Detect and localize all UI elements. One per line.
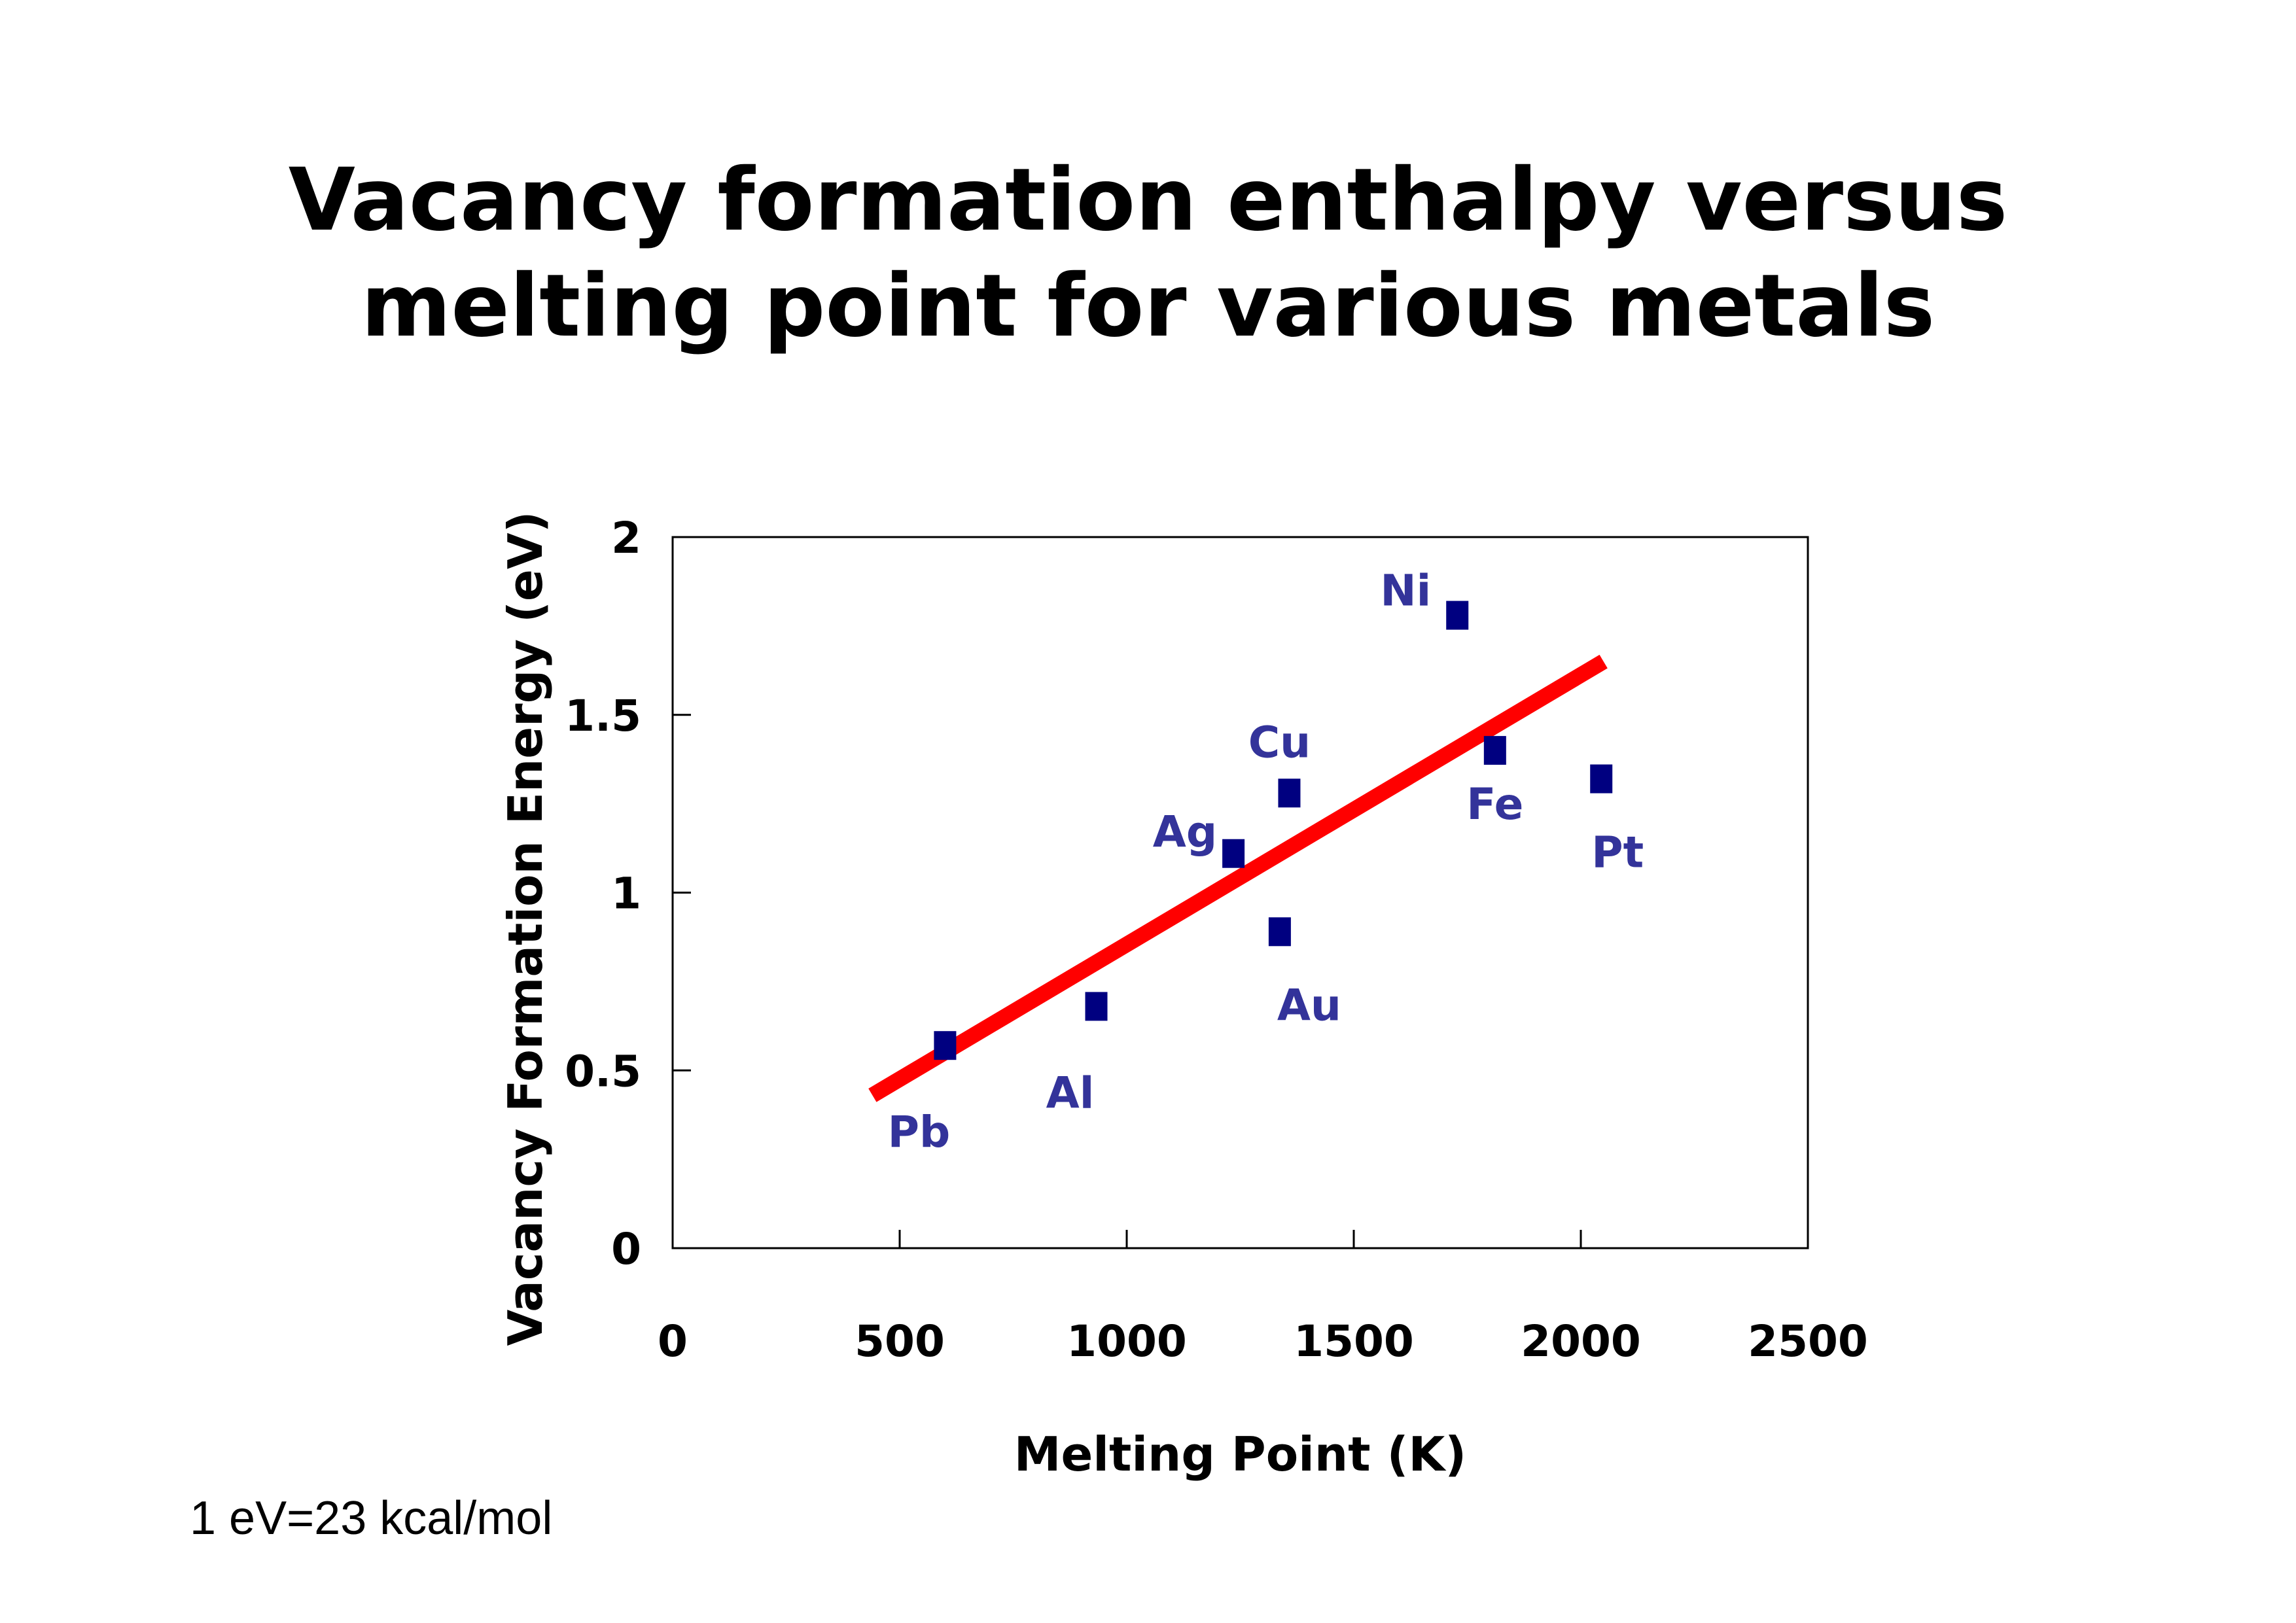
data-point-au	[1268, 917, 1291, 947]
point-label-al: Al	[1046, 1068, 1095, 1118]
point-label-ni: Ni	[1380, 566, 1431, 616]
data-point-pb	[934, 1031, 957, 1060]
point-label-pt: Pt	[1591, 828, 1644, 878]
point-label-ag: Ag	[1153, 807, 1217, 858]
x-tick-label: 2000	[1521, 1316, 1641, 1367]
x-axis-label: Melting Point (K)	[1014, 1427, 1466, 1482]
data-point-ag	[1222, 839, 1245, 868]
data-point-pt	[1590, 764, 1613, 794]
point-label-pb: Pb	[888, 1107, 951, 1157]
x-tick-label: 500	[855, 1316, 945, 1367]
title-line-2: melting point for various metals	[361, 256, 1935, 357]
title-line-1: Vacancy formation enthalpy versus	[288, 150, 2008, 251]
y-tick-label: 0	[611, 1224, 641, 1274]
data-point-fe	[1483, 736, 1506, 765]
y-tick-label: 1	[611, 869, 641, 919]
y-tick-label: 0.5	[565, 1046, 641, 1096]
x-tick-label: 1500	[1294, 1316, 1414, 1367]
y-tick-label: 1.5	[565, 691, 641, 741]
data-point-cu	[1278, 778, 1301, 808]
data-point-ni	[1446, 601, 1469, 630]
point-label-cu: Cu	[1248, 717, 1311, 767]
plot-frame	[671, 536, 1809, 1249]
unit-conversion-note: 1 eV=23 kcal/mol	[190, 1492, 553, 1544]
x-tick-label: 1000	[1067, 1316, 1187, 1367]
data-point-al	[1085, 992, 1108, 1021]
point-label-au: Au	[1277, 980, 1341, 1030]
point-label-fe: Fe	[1466, 779, 1523, 829]
y-axis-label: Vacancy Formation Energy (eV)	[498, 512, 553, 1346]
x-tick-label: 2500	[1748, 1316, 1868, 1367]
y-tick-label: 2	[611, 513, 641, 563]
fit-line	[868, 654, 1608, 1102]
chart-title: Vacancy formation enthalpy versus meltin…	[0, 147, 2296, 359]
x-tick-label: 0	[658, 1316, 688, 1367]
